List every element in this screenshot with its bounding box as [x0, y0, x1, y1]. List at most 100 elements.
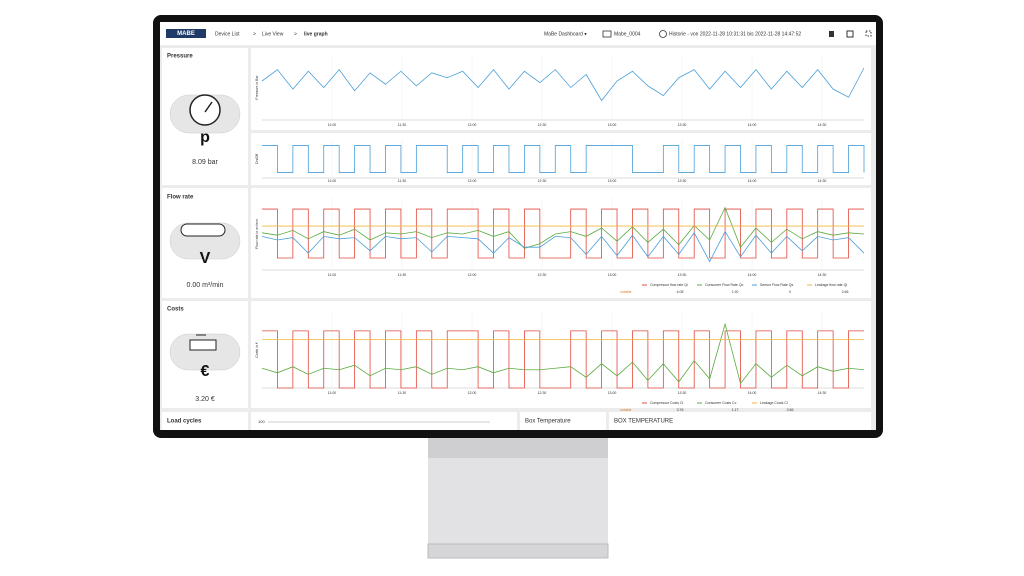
x-tick-label: 11:30 [398, 123, 407, 127]
legend-value: 1.90 [732, 290, 739, 294]
tick-label: 100 [258, 419, 265, 424]
legend-value: 2.66 [787, 408, 794, 412]
x-tick-label: 11:00 [328, 391, 337, 395]
x-tick-label: 14:30 [818, 273, 827, 277]
device[interactable]: Mabe_0004 [614, 31, 641, 37]
chart-panel [251, 133, 871, 185]
symbol: € [201, 363, 210, 380]
device-icon [602, 30, 612, 38]
panel-value: 0.00 m³/min [187, 282, 224, 289]
series-line [262, 145, 865, 173]
x-tick-label: 12:30 [538, 273, 547, 277]
y-axis-label: Costs in € [255, 342, 259, 358]
x-tick-label: 11:30 [398, 273, 407, 277]
legend-value: 1.17 [732, 408, 739, 412]
panel-title: Load cycles [167, 419, 202, 425]
chart-panel [251, 188, 871, 298]
legend-entry: Consumer Costs Cc [705, 401, 737, 405]
legend-value: 4.08 [677, 290, 684, 294]
header-bar [160, 22, 876, 45]
panel-title: Costs [167, 307, 184, 313]
series-line [261, 206, 865, 249]
charts: Pressure in Bar 11:00 11:30 12:00 12:30 13:00… [255, 55, 865, 412]
x-tick-label: 12:30 [538, 391, 547, 395]
breadcrumb[interactable]: Live View [262, 31, 284, 37]
legend-entry: Compressor flow rate Qi [650, 283, 688, 287]
chart-panel [251, 48, 871, 130]
x-tick-label: 13:30 [678, 273, 687, 277]
legend-value: 3.76 [677, 408, 684, 412]
fullscreen-icon[interactable] [865, 30, 872, 37]
legend-value: 0 [789, 290, 791, 294]
x-tick-label: 13:00 [608, 273, 617, 277]
x-tick-label: 14:00 [748, 179, 757, 183]
legend-entry: Leakage flow rate Ql [815, 283, 847, 287]
x-tick-label: 13:00 [608, 123, 617, 127]
symbol: p [200, 129, 210, 146]
chart-panel [251, 412, 517, 430]
series-line [262, 330, 864, 389]
legend-note: notable [620, 290, 632, 294]
panel-value: 3.20 € [195, 396, 215, 403]
legend-entry: Leakage Costs Cl [760, 401, 788, 405]
legend-entry: Compressor Costs Ci [650, 401, 683, 405]
x-tick-label: 13:30 [678, 391, 687, 395]
x-tick-label: 12:30 [538, 123, 547, 127]
legend-entry: Consumer Flow Rate Qc [705, 283, 744, 287]
legend-note: notable [620, 408, 632, 412]
breadcrumb-current: live graph [304, 31, 328, 37]
logo: MABE [177, 31, 195, 37]
x-tick-label: 12:00 [468, 123, 477, 127]
x-tick-label: 12:00 [468, 391, 477, 395]
x-tick-label: 12:30 [538, 179, 547, 183]
y-axis-label: Flow rate in m³/min [255, 219, 259, 249]
x-tick-label: 12:00 [468, 179, 477, 183]
stand-base [427, 543, 609, 559]
x-tick-label: 13:00 [608, 391, 617, 395]
x-tick-label: 14:30 [818, 179, 827, 183]
x-tick-label: 14:00 [748, 273, 757, 277]
x-tick-label: 11:30 [398, 179, 407, 183]
clock-icon [659, 30, 667, 38]
compressor-icon [189, 334, 217, 351]
stand-shadow [428, 438, 608, 458]
logo-box [166, 29, 206, 38]
x-tick-label: 13:30 [678, 179, 687, 183]
panel-title: Box Temperature [525, 419, 571, 425]
chart-panel [520, 412, 606, 430]
chart-panel [251, 301, 871, 408]
panel-title: Pressure [167, 54, 193, 60]
panel [162, 412, 248, 430]
gauge-needle [204, 101, 213, 113]
x-tick-label: 11:00 [328, 179, 337, 183]
series-line [261, 230, 865, 263]
x-tick-label: 11:30 [398, 391, 407, 395]
chart-panel [609, 412, 871, 430]
tank [169, 333, 241, 371]
symbol: V [200, 250, 211, 267]
legend-entry: Sensor Flow Rate Qs [760, 283, 794, 287]
dashboard-menu[interactable]: MaBe Dashboard ▾ [544, 31, 587, 37]
x-tick-label: 14:30 [818, 123, 827, 127]
y-axis-label: On/Off [255, 154, 259, 164]
breadcrumb-sep: > [294, 31, 297, 37]
series-line [262, 208, 864, 259]
x-tick-label: 14:30 [818, 391, 827, 395]
x-tick-label: 14:00 [748, 391, 757, 395]
flow-icon [180, 223, 226, 237]
panel-title: BOX TEMPERATURE [614, 419, 673, 425]
panel-title: Flow rate [167, 195, 194, 201]
x-tick-label: 14:00 [748, 123, 757, 127]
download-icon[interactable] [829, 31, 834, 37]
x-tick-label: 12:00 [468, 273, 477, 277]
panel-value: 8.09 bar [192, 159, 218, 166]
breadcrumb[interactable]: Device List [215, 31, 240, 37]
image-icon[interactable] [846, 30, 854, 38]
y-axis-label: Pressure in Bar [255, 75, 259, 100]
x-tick-label: 11:00 [328, 273, 337, 277]
breadcrumb-sep: > [253, 31, 256, 37]
history[interactable]: Historie - von 2022-11-28 10:31:31 bis 2… [669, 31, 801, 37]
gauge-icon [189, 94, 221, 126]
